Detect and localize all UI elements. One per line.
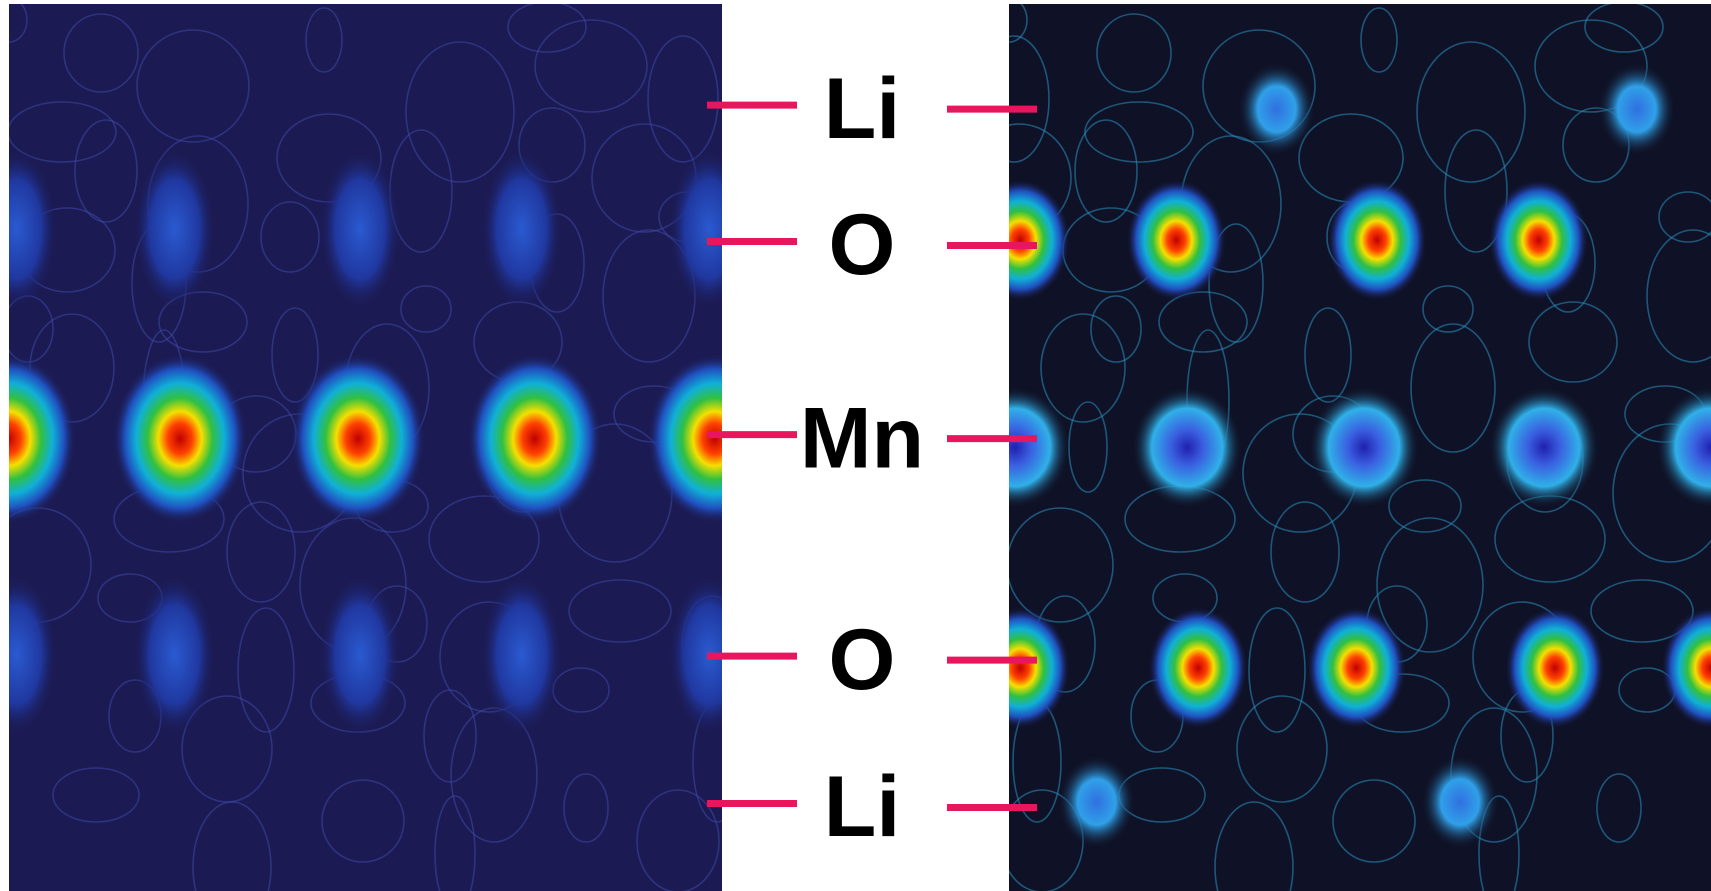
density-peak — [1661, 607, 1711, 728]
left-density-map — [9, 4, 722, 891]
density-peak — [480, 572, 564, 737]
density-peak — [1656, 387, 1711, 508]
contour-line — [1009, 4, 1028, 43]
density-peak — [1238, 63, 1315, 155]
contour-line — [636, 789, 720, 891]
contour-line — [1528, 301, 1618, 383]
contour-line — [1090, 295, 1142, 363]
contour-line — [136, 29, 250, 143]
contour-line — [534, 19, 648, 113]
contour-line — [647, 35, 719, 163]
contour-line — [9, 4, 28, 43]
contour-line — [1376, 517, 1484, 653]
atom-label: Li — [824, 759, 900, 855]
contour-line — [271, 307, 319, 403]
contour-line — [1478, 795, 1520, 891]
density-peak — [1009, 387, 1070, 508]
contour-line — [507, 4, 587, 53]
contour-line — [1422, 285, 1474, 333]
contour-line — [1009, 35, 1050, 163]
contour-line — [1410, 323, 1496, 453]
density-peak — [1009, 607, 1070, 728]
density-peak — [9, 572, 58, 737]
contour-line — [1444, 129, 1508, 253]
contour-line — [181, 695, 273, 803]
contour-line — [1596, 773, 1642, 843]
atom-label: Li — [824, 61, 900, 157]
density-peak — [1009, 180, 1070, 301]
contour-line — [1388, 479, 1462, 533]
density-peak — [9, 353, 77, 524]
density-peak — [318, 572, 402, 737]
density-peak — [318, 147, 402, 311]
contour-line — [1332, 779, 1416, 863]
contour-line — [400, 285, 452, 333]
density-peak — [1489, 387, 1599, 508]
density-peak — [290, 353, 426, 524]
density-peak — [1421, 756, 1499, 848]
atom-labels: Li O Mn O Li — [707, 61, 1037, 855]
density-peak — [467, 353, 603, 524]
contour-line — [563, 773, 609, 843]
density-peak — [480, 147, 564, 311]
density-peak — [1327, 180, 1427, 301]
density-peak — [1489, 180, 1588, 301]
contour-line — [52, 767, 140, 823]
density-peak — [133, 572, 217, 737]
density-peak — [133, 147, 217, 311]
contour-line — [1096, 13, 1172, 93]
contour-line — [237, 607, 295, 733]
contour-line — [1584, 4, 1664, 53]
density-peak — [1505, 607, 1605, 728]
contour-line — [1248, 607, 1306, 733]
density-peak — [1058, 756, 1135, 848]
contour-line — [1270, 501, 1340, 603]
contour-line — [568, 579, 672, 643]
density-peak — [9, 147, 58, 311]
right-density-map — [1009, 4, 1711, 891]
contour-line — [1360, 7, 1398, 73]
contour-line — [1416, 41, 1526, 183]
contour-line — [63, 13, 139, 93]
contour-line — [305, 7, 343, 73]
contour-line — [1009, 507, 1114, 623]
contour-line — [321, 779, 405, 863]
density-peak — [667, 572, 722, 737]
atom-label: Mn — [800, 390, 924, 486]
atom-label: O — [829, 612, 896, 708]
contour-line — [405, 41, 515, 183]
contour-line — [1236, 695, 1328, 803]
contour-line — [1304, 307, 1352, 403]
contour-line — [1040, 313, 1126, 423]
atom-label: O — [829, 197, 896, 293]
contour-line — [74, 119, 138, 223]
contour-line — [1646, 229, 1711, 363]
contour-line — [1214, 801, 1294, 891]
contour-line — [423, 689, 477, 783]
contour-line — [1074, 119, 1138, 223]
contour-line — [9, 101, 117, 163]
density-peak — [1598, 63, 1675, 155]
density-peak — [1149, 607, 1248, 728]
density-peak — [1307, 607, 1406, 728]
density-peak — [647, 353, 722, 524]
contour-line — [226, 501, 296, 603]
density-peak — [1127, 180, 1226, 301]
contour-line — [1158, 291, 1248, 353]
contour-line — [158, 291, 248, 353]
contour-line — [1658, 191, 1711, 243]
density-peak — [1309, 387, 1419, 508]
contour-line — [428, 495, 540, 583]
density-peak — [112, 353, 248, 524]
contour-line — [434, 795, 476, 891]
contour-line — [1084, 101, 1194, 163]
density-peak — [1132, 387, 1242, 508]
density-peak — [667, 147, 722, 311]
contour-line — [1590, 579, 1694, 643]
